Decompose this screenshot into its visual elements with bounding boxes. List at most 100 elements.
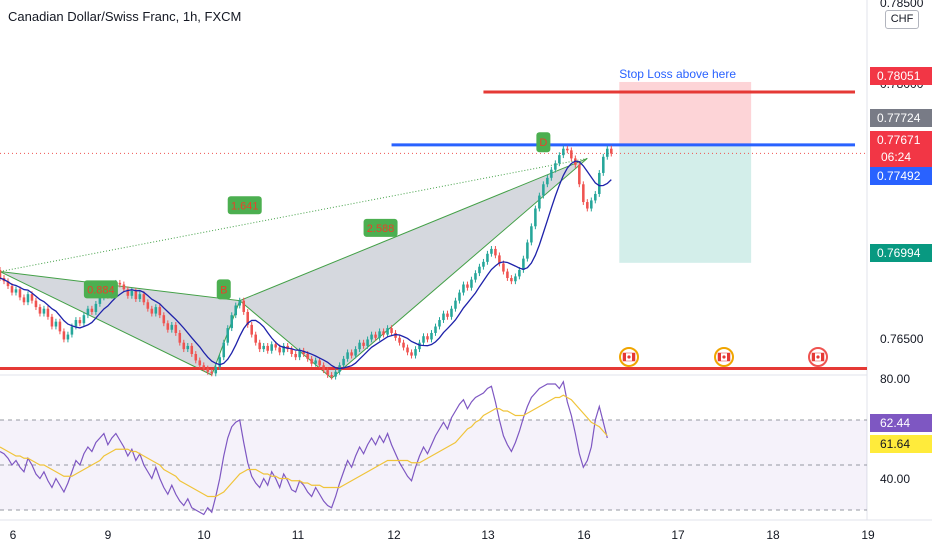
candle-body (34, 300, 38, 308)
candle-body (262, 345, 265, 350)
candle-body (410, 352, 413, 356)
price-tag-value: 0.76994 (877, 246, 921, 260)
candle-body (366, 339, 369, 346)
flag-bar-right (821, 353, 824, 361)
ratio-label-box (227, 196, 262, 215)
candle-body (406, 347, 409, 353)
candle-body (70, 326, 74, 335)
candle-body (382, 331, 385, 335)
candle-body (226, 328, 230, 343)
point-label: B (220, 284, 227, 296)
flag-leaf (816, 355, 820, 359)
candle-body (590, 200, 593, 209)
candle-body (290, 349, 293, 354)
candle-body (178, 332, 182, 343)
candle-body (426, 336, 429, 340)
candle-body (154, 307, 158, 314)
candle-body (394, 332, 397, 338)
candle-body (470, 279, 473, 288)
candle-body (522, 258, 525, 270)
candle-body (266, 345, 269, 351)
candle-body (310, 358, 313, 364)
candle-body (194, 353, 198, 361)
flag-bar-left (812, 353, 815, 361)
rsi-ma-value-tag (870, 435, 932, 453)
candle-body (566, 148, 569, 151)
ratio-label: 1.641 (231, 200, 259, 212)
rsi-value-tag (870, 414, 932, 432)
candle-body (594, 193, 597, 201)
candle-body (14, 289, 18, 293)
candle-body (390, 328, 393, 333)
candle-body (162, 315, 166, 324)
candle-body (398, 337, 401, 343)
time-axis-label: 18 (766, 528, 780, 542)
candle-body (82, 315, 86, 324)
candle-body (314, 360, 317, 364)
candle-body (530, 226, 533, 243)
candle-body (26, 294, 30, 303)
candle-body (542, 184, 545, 196)
ratio-label-box (83, 280, 118, 299)
time-axis-label: 10 (197, 528, 211, 542)
candle-body (202, 365, 206, 369)
candle-body (486, 253, 489, 262)
candle-body (86, 308, 90, 316)
candle-body (98, 297, 102, 304)
candle-body (450, 308, 453, 317)
candle-body (494, 248, 497, 256)
price-tag-value: 0.78051 (877, 69, 921, 83)
time-axis-label: 16 (577, 528, 591, 542)
candle-body (90, 308, 94, 312)
candle-body (238, 300, 242, 306)
point-label-box (216, 279, 231, 300)
candle-body (418, 342, 421, 350)
candle-body (498, 255, 501, 264)
stop-loss-annotation: Stop Loss above here (619, 67, 736, 81)
candle-body (378, 331, 381, 338)
candle-body (462, 284, 465, 293)
candle-body (118, 282, 122, 285)
candle-body (30, 294, 34, 301)
candle-body (546, 177, 549, 185)
candle-body (234, 305, 238, 316)
candle-body (190, 345, 194, 354)
candle-body (222, 342, 226, 358)
ratio-label: 0.884 (87, 284, 115, 296)
candle-body (598, 172, 601, 194)
candle-body (570, 150, 573, 159)
price-tag (870, 67, 932, 85)
candle-body (246, 311, 249, 325)
flag-bar-right (632, 353, 635, 361)
candle-body (54, 321, 58, 327)
candle-body (10, 286, 14, 293)
candle-body (606, 148, 609, 157)
candle-body (166, 323, 170, 330)
candle-body (454, 300, 457, 309)
candle-body (370, 334, 373, 340)
time-axis-label: 13 (481, 528, 495, 542)
candle-body (214, 366, 218, 374)
currency-button[interactable]: CHF (885, 10, 919, 29)
candle-body (142, 294, 146, 303)
candle-body (298, 350, 301, 358)
rsi-pane-background (0, 375, 867, 510)
candle-body (150, 308, 154, 314)
flag-bar-left (718, 353, 721, 361)
time-axis-label: 12 (387, 528, 401, 542)
candle-body (514, 276, 517, 282)
point-label: D (539, 137, 547, 149)
flag-bar-right (727, 353, 730, 361)
candle-body (526, 242, 529, 259)
candle-body (554, 163, 557, 170)
candle-body (58, 321, 62, 332)
price-tag-countdown: 06:24 (881, 150, 911, 164)
candle-body (478, 266, 481, 274)
candle-body (414, 349, 417, 356)
candle-body (474, 273, 477, 280)
candle-body (490, 248, 493, 254)
time-axis-label: 11 (292, 528, 305, 542)
candle-body (254, 334, 257, 343)
time-axis-label: 19 (861, 528, 875, 542)
